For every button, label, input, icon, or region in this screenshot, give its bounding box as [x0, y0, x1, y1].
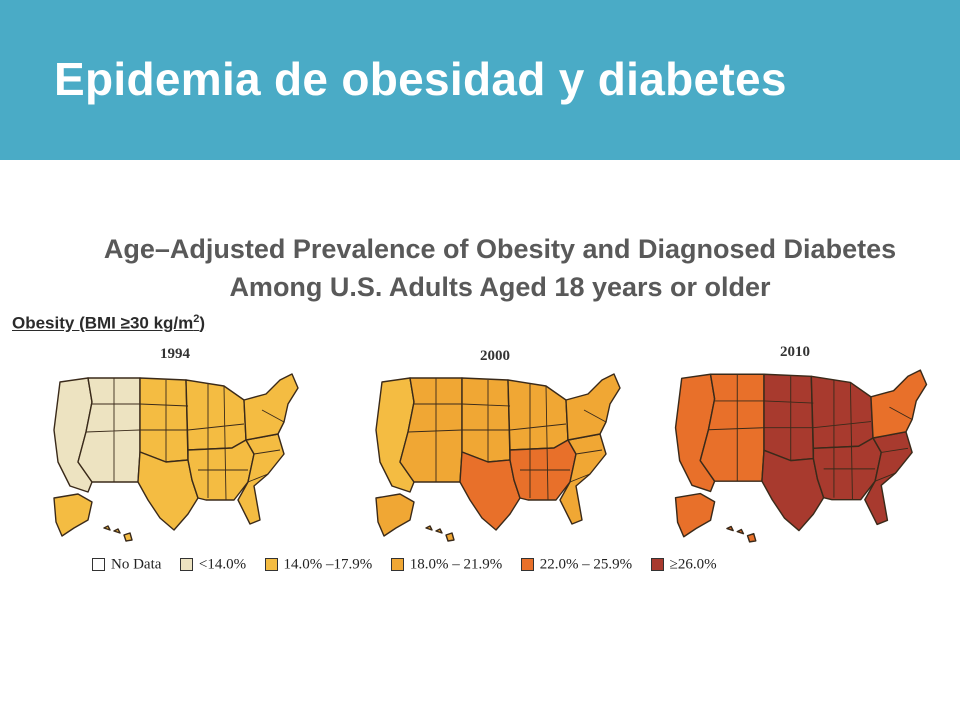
legend-swatch	[520, 558, 534, 572]
map-region-plains	[139, 377, 189, 463]
figure-title-line2: Among U.S. Adults Aged 18 years or older	[229, 272, 771, 302]
map-region-alaska	[53, 493, 93, 537]
map-year-2000: 2000	[480, 348, 510, 364]
slide-title: Epidemia de obesidad y diabetes	[54, 53, 787, 105]
legend-item-22-25: 22.0% – 25.9%	[520, 556, 632, 574]
state-borders	[407, 377, 607, 501]
map-region-midwest	[507, 379, 569, 451]
legend-item-14-17: 14.0% –17.9%	[264, 556, 372, 574]
map-region-hawaii	[425, 525, 455, 542]
legend-swatch	[390, 558, 404, 572]
map-legend: No Data <14.0% 14.0% –17.9% 18.0% – 21.9…	[92, 556, 731, 578]
title-banner: Epidemia de obesidad y diabetes	[0, 0, 960, 160]
map-region-southeast	[559, 433, 607, 525]
us-map-2000	[375, 373, 621, 542]
map-region-alaska	[375, 493, 415, 537]
map-region-plains	[763, 373, 815, 462]
state-borders	[708, 374, 913, 500]
legend-swatch	[264, 558, 278, 572]
map-region-hawaii	[726, 525, 757, 543]
map-region-southeast	[237, 433, 285, 525]
map-region-northeast	[243, 373, 299, 441]
map-region-alaska	[674, 492, 716, 538]
legend-item-18-21: 18.0% – 21.9%	[390, 556, 502, 574]
figure-title: Age–Adjusted Prevalence of Obesity and D…	[20, 230, 960, 306]
figure-title-line1: Age–Adjusted Prevalence of Obesity and D…	[103, 234, 897, 264]
legend-item-under-14: <14.0%	[179, 556, 246, 574]
legend-swatch	[179, 558, 193, 572]
obesity-label: Obesity (BMI ≥30 kg/m2)	[12, 313, 206, 333]
state-borders	[85, 377, 285, 501]
legend-swatch	[92, 558, 105, 572]
us-map-2010	[674, 369, 928, 543]
map-region-midwest	[810, 375, 874, 450]
us-map-1994	[53, 373, 299, 542]
map-region-northeast	[870, 369, 928, 439]
legend-item-no-data: No Data	[92, 556, 161, 574]
legend-swatch	[650, 558, 664, 572]
map-year-1994: 1994	[160, 346, 190, 362]
map-region-northeast	[565, 373, 621, 441]
map-region-hawaii	[103, 525, 133, 542]
legend-item-26-plus: ≥26.0%	[650, 556, 717, 574]
map-region-southeast	[864, 431, 913, 526]
map-year-2010: 2010	[780, 344, 810, 360]
map-region-plains	[461, 377, 511, 463]
map-region-midwest	[185, 379, 247, 451]
